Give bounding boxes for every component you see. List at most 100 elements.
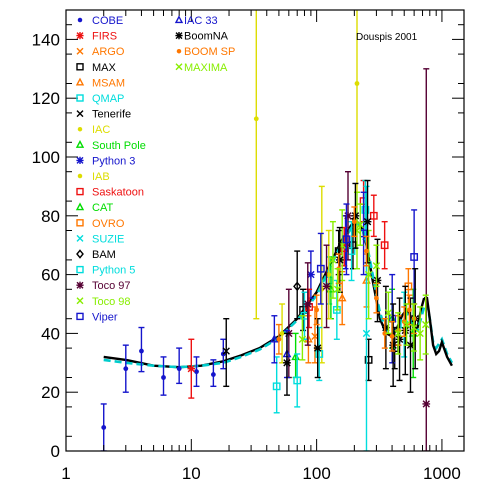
legend-label: IAC	[92, 124, 110, 136]
legend-label: South Pole	[92, 140, 146, 152]
legend-label: ARGO	[92, 46, 125, 58]
data-point	[283, 358, 291, 367]
legend-marker	[76, 47, 84, 55]
x-tick-label: 1	[61, 464, 70, 483]
data-point	[161, 375, 166, 380]
data-point	[344, 211, 352, 220]
data-point	[384, 309, 393, 317]
data-point	[313, 344, 322, 352]
data-point	[176, 366, 182, 372]
legend-entry: Toco 98	[76, 296, 131, 308]
axes: 0 20 40 60 80 100 120 140 1 10 100 1000	[32, 9, 465, 483]
legend-label: BAM	[92, 249, 116, 261]
legend-entry: MAXIMA	[175, 62, 228, 74]
legend-marker	[76, 312, 84, 321]
x-tick-label: 100	[302, 464, 330, 483]
data-point	[303, 300, 312, 308]
y-tick-label: 140	[32, 30, 60, 49]
legend-marker	[76, 281, 84, 289]
series-tenerife	[222, 318, 230, 388]
legend-entry: SUZIE	[76, 233, 124, 245]
legend-marker	[76, 187, 84, 196]
data-point	[369, 211, 378, 220]
data-point	[389, 333, 395, 339]
legend-entry: IAC 33	[174, 15, 218, 27]
series-max	[299, 218, 399, 382]
legend-label: MAXIMA	[184, 62, 228, 74]
data-point	[410, 323, 418, 332]
legend-label: Toco 97	[92, 280, 131, 292]
data-point	[316, 264, 325, 273]
legend-label: IAC 33	[184, 15, 218, 27]
data-point	[406, 341, 415, 349]
legend-entry: BOOM SP	[176, 46, 235, 58]
legend-label: FIRS	[92, 31, 117, 43]
legend-marker	[77, 126, 83, 132]
legend-entry: ARGO	[76, 46, 125, 58]
legend-marker	[75, 139, 85, 148]
data-point	[406, 307, 412, 313]
data-point	[307, 270, 315, 279]
y-tick-label: 0	[51, 442, 60, 461]
data-point	[101, 425, 107, 430]
y-tick-label: 80	[41, 207, 60, 226]
legend-marker	[175, 63, 183, 71]
legend-marker	[76, 94, 84, 102]
data-point	[342, 235, 351, 244]
legend-marker	[175, 32, 183, 40]
data-point	[364, 355, 373, 364]
model-curve-solid-2	[424, 296, 453, 367]
data-point	[372, 262, 381, 270]
data-point	[333, 285, 342, 293]
legend-label: MAX	[92, 62, 117, 74]
data-point	[410, 253, 419, 261]
legend-entry: MSAM	[75, 77, 125, 89]
legend-entry: FIRS	[76, 31, 117, 43]
legend-entry: Toco 97	[76, 280, 131, 292]
legend-marker	[75, 202, 85, 211]
series-bam	[293, 250, 302, 320]
data-point	[272, 382, 281, 391]
data-point	[362, 329, 371, 338]
legend-marker	[76, 297, 84, 305]
data-point	[270, 334, 279, 343]
legend-marker	[75, 77, 85, 86]
data-point	[123, 366, 129, 372]
legend-marker	[76, 32, 84, 40]
data-point	[374, 295, 379, 301]
x-tick-label: 10	[182, 464, 201, 483]
data-point	[394, 329, 402, 338]
data-point	[276, 336, 282, 342]
data-point	[222, 347, 230, 355]
legend-label: BOOM SP	[184, 46, 235, 58]
legend-entry: Saskatoon	[76, 187, 144, 199]
data-point	[351, 219, 357, 225]
data-point	[326, 272, 332, 277]
legend-marker	[76, 110, 84, 118]
data-point	[329, 256, 337, 264]
legend-label: Python 5	[92, 265, 135, 277]
y-tick-label: 20	[41, 383, 60, 402]
data-point	[422, 400, 431, 408]
legend-entry: Python 5	[76, 265, 135, 277]
data-point	[354, 81, 360, 86]
data-point	[139, 348, 144, 354]
data-point	[382, 331, 388, 336]
data-point	[363, 217, 372, 226]
legend-label: CAT	[92, 202, 113, 214]
data-point	[315, 350, 324, 358]
data-point	[402, 320, 411, 329]
legend-label: BoomNA	[184, 31, 229, 43]
legend-entry: South Pole	[75, 139, 146, 152]
data-point	[298, 335, 307, 343]
y-tick-label: 100	[32, 148, 60, 167]
series-maxima	[298, 203, 430, 361]
legend-entry: Viper	[76, 311, 118, 323]
y-tick-label: 60	[41, 266, 60, 285]
legend-entry: IAC	[77, 124, 110, 136]
data-point	[293, 281, 302, 292]
legend-marker	[174, 15, 184, 24]
x-tick-label: 1000	[423, 464, 461, 483]
data-point	[416, 329, 424, 338]
